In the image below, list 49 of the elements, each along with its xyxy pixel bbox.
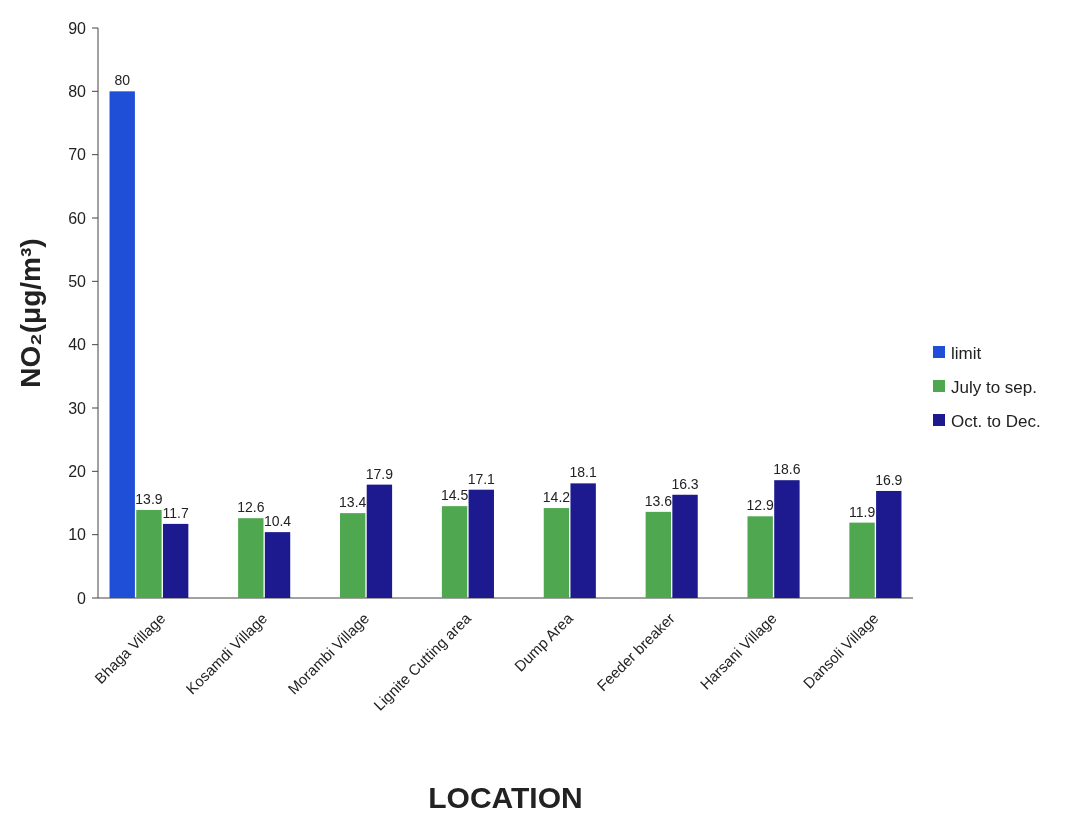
- y-tick-label: 60: [68, 209, 87, 227]
- legend-label: July to sep.: [951, 377, 1037, 397]
- data-label: 17.1: [467, 470, 496, 487]
- bar: [366, 484, 393, 598]
- bar: [747, 516, 773, 598]
- bar: [162, 523, 189, 598]
- data-label: 80: [114, 72, 131, 89]
- data-label: 18.6: [773, 461, 801, 478]
- legend-label: Oct. to Dec.: [951, 411, 1041, 431]
- data-label: 16.3: [671, 475, 699, 492]
- bar: [570, 483, 596, 598]
- y-tick-label: 0: [77, 589, 87, 607]
- data-label: 10.4: [263, 513, 292, 530]
- x-axis-title: LOCATION: [428, 781, 583, 814]
- bar: [672, 494, 698, 598]
- y-tick-label: 80: [68, 82, 87, 100]
- y-tick-label: 70: [68, 146, 87, 164]
- bar: [468, 489, 494, 598]
- data-label: 16.9: [875, 471, 903, 488]
- data-label: 13.4: [339, 494, 367, 511]
- bar: [645, 511, 672, 598]
- data-label: 18.1: [569, 464, 597, 481]
- bar: [543, 508, 570, 598]
- bar: [238, 518, 264, 598]
- bar: [849, 522, 875, 598]
- y-tick-label: 40: [68, 336, 87, 354]
- y-tick-label: 50: [68, 272, 87, 290]
- y-axis-title: NO₂(μg/m³): [15, 238, 46, 388]
- y-tick-label: 90: [68, 19, 87, 37]
- data-label: 13.6: [644, 492, 673, 509]
- data-label: 17.9: [365, 465, 394, 482]
- y-tick-label: 30: [68, 399, 87, 417]
- data-label: 14.5: [440, 487, 469, 504]
- bar: [774, 480, 800, 598]
- y-tick-label: 20: [68, 462, 87, 480]
- bar: [136, 509, 162, 598]
- data-label: 11.9: [848, 503, 876, 520]
- y-tick-label: 10: [68, 526, 87, 544]
- data-label: 14.2: [542, 489, 571, 506]
- bar: [876, 490, 902, 598]
- legend-label: limit: [951, 343, 982, 363]
- bar: [264, 532, 291, 598]
- bar: [109, 91, 135, 598]
- data-label: 12.6: [237, 499, 265, 516]
- bar: [340, 513, 366, 598]
- data-label: 12.9: [746, 497, 775, 514]
- data-label: 13.9: [135, 490, 163, 507]
- data-label: 11.7: [162, 504, 189, 521]
- bar: [441, 506, 468, 598]
